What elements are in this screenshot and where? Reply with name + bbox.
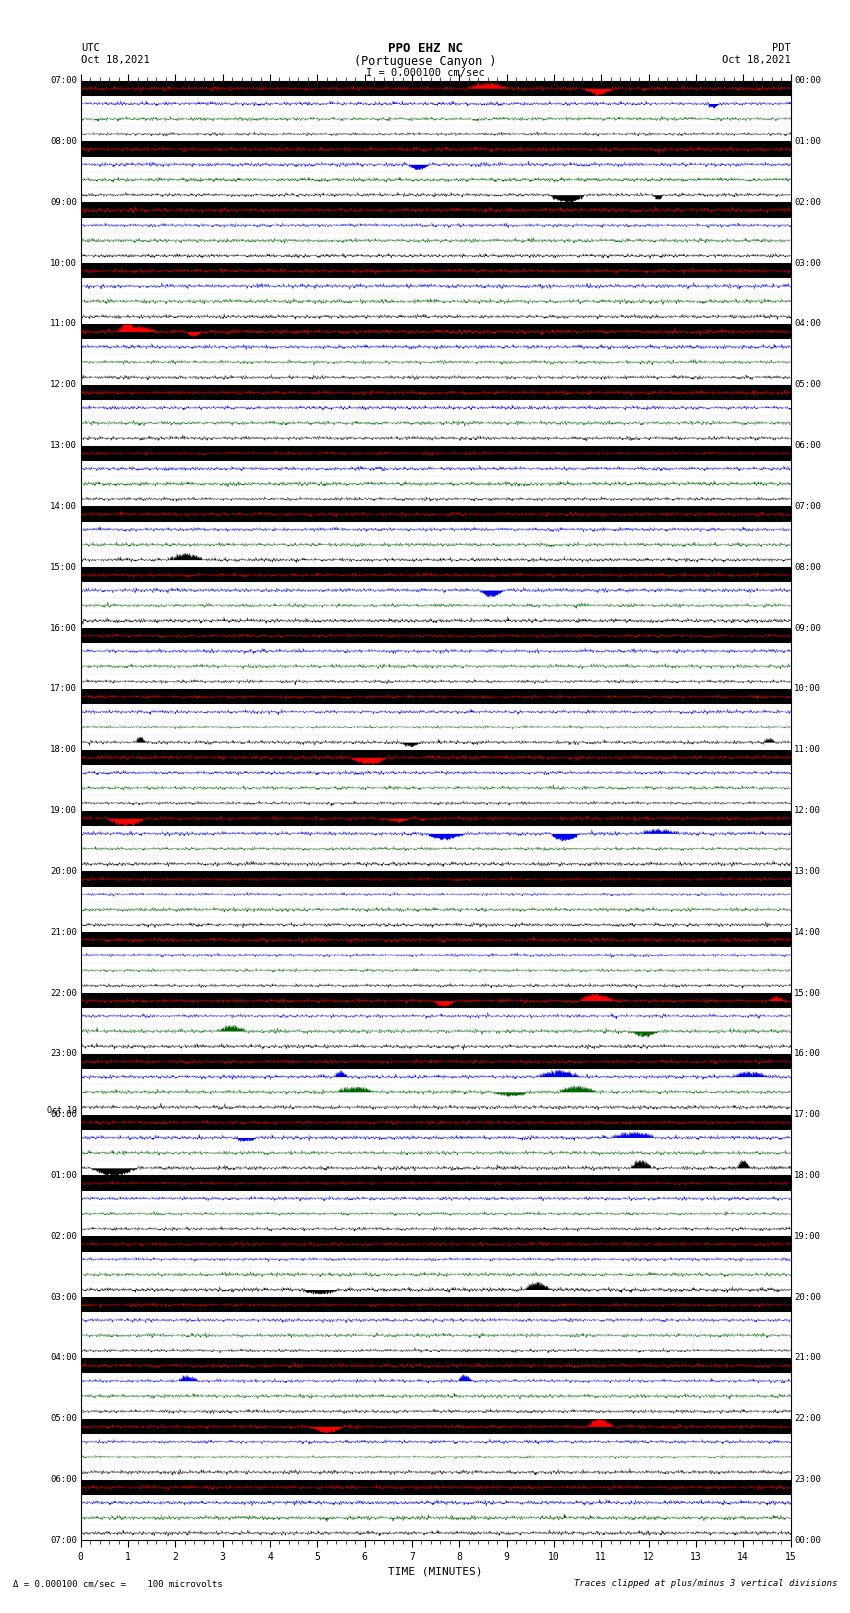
Text: 08:00: 08:00 (50, 137, 77, 145)
Text: UTC: UTC (81, 44, 99, 53)
Text: 10:00: 10:00 (794, 684, 821, 694)
Text: 20:00: 20:00 (794, 1292, 821, 1302)
Text: 04:00: 04:00 (50, 1353, 77, 1363)
Text: 22:00: 22:00 (794, 1415, 821, 1423)
Text: 07:00: 07:00 (50, 1536, 77, 1545)
Text: 00:00: 00:00 (794, 76, 821, 85)
X-axis label: TIME (MINUTES): TIME (MINUTES) (388, 1566, 483, 1576)
Text: PPO EHZ NC: PPO EHZ NC (388, 42, 462, 55)
Text: 02:00: 02:00 (50, 1232, 77, 1240)
Text: 13:00: 13:00 (794, 866, 821, 876)
Text: 15:00: 15:00 (50, 563, 77, 571)
Text: 21:00: 21:00 (50, 927, 77, 937)
Text: 23:00: 23:00 (794, 1476, 821, 1484)
Text: 12:00: 12:00 (794, 806, 821, 815)
Text: 19:00: 19:00 (50, 806, 77, 815)
Text: 17:00: 17:00 (50, 684, 77, 694)
Text: 06:00: 06:00 (794, 440, 821, 450)
Text: 06:00: 06:00 (50, 1476, 77, 1484)
Text: Oct 18,2021: Oct 18,2021 (722, 55, 790, 65)
Text: 00:00: 00:00 (794, 1536, 821, 1545)
Text: 01:00: 01:00 (794, 137, 821, 145)
Text: Oct 19: Oct 19 (48, 1105, 77, 1115)
Text: 05:00: 05:00 (794, 381, 821, 389)
Text: 14:00: 14:00 (50, 502, 77, 511)
Text: 11:00: 11:00 (794, 745, 821, 755)
Text: 13:00: 13:00 (50, 440, 77, 450)
Text: 20:00: 20:00 (50, 866, 77, 876)
Text: 03:00: 03:00 (50, 1292, 77, 1302)
Text: 09:00: 09:00 (794, 624, 821, 632)
Text: 04:00: 04:00 (794, 319, 821, 329)
Text: 16:00: 16:00 (794, 1050, 821, 1058)
Text: 12:00: 12:00 (50, 381, 77, 389)
Text: PDT: PDT (772, 44, 791, 53)
Text: 11:00: 11:00 (50, 319, 77, 329)
Text: 03:00: 03:00 (794, 258, 821, 268)
Text: I = 0.000100 cm/sec: I = 0.000100 cm/sec (366, 68, 484, 77)
Text: 08:00: 08:00 (794, 563, 821, 571)
Text: Traces clipped at plus/minus 3 vertical divisions: Traces clipped at plus/minus 3 vertical … (574, 1579, 837, 1589)
Text: 07:00: 07:00 (794, 502, 821, 511)
Text: 18:00: 18:00 (794, 1171, 821, 1181)
Text: (Portuguese Canyon ): (Portuguese Canyon ) (354, 55, 496, 68)
Text: 14:00: 14:00 (794, 927, 821, 937)
Text: 01:00: 01:00 (50, 1171, 77, 1181)
Text: 21:00: 21:00 (794, 1353, 821, 1363)
Text: 23:00: 23:00 (50, 1050, 77, 1058)
Text: 16:00: 16:00 (50, 624, 77, 632)
Text: 02:00: 02:00 (794, 198, 821, 206)
Text: 10:00: 10:00 (50, 258, 77, 268)
Text: 15:00: 15:00 (794, 989, 821, 997)
Text: 00:00: 00:00 (50, 1110, 77, 1119)
Text: 09:00: 09:00 (50, 198, 77, 206)
Text: 18:00: 18:00 (50, 745, 77, 755)
Text: Δ = 0.000100 cm/sec =    100 microvolts: Δ = 0.000100 cm/sec = 100 microvolts (13, 1579, 223, 1589)
Text: 22:00: 22:00 (50, 989, 77, 997)
Text: 17:00: 17:00 (794, 1110, 821, 1119)
Text: 19:00: 19:00 (794, 1232, 821, 1240)
Text: 07:00: 07:00 (50, 76, 77, 85)
Text: Oct 18,2021: Oct 18,2021 (81, 55, 150, 65)
Text: 05:00: 05:00 (50, 1415, 77, 1423)
